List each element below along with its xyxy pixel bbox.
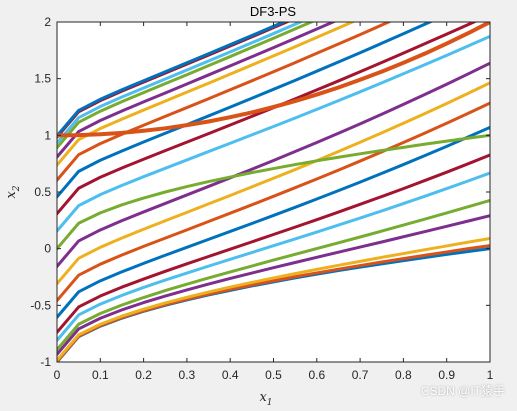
x-tick-label: 0 — [54, 368, 61, 382]
series-line-9 — [57, 101, 490, 303]
x-axis-ticks: 0 0.1 0.2 0.3 0.4 0.5 0.6 0.7 0.8 0.9 1 — [54, 22, 494, 382]
y-tick-label: 0.5 — [34, 185, 51, 199]
x-tick-label: 0.2 — [135, 368, 152, 382]
x-axis-label-main: x — [259, 390, 267, 405]
series-line-8 — [57, 125, 490, 319]
x-tick-label: 0.1 — [92, 368, 109, 382]
x-tick-label: 0.5 — [265, 368, 282, 382]
y-tick-label: -0.5 — [30, 298, 51, 312]
series-line-19 — [57, 22, 316, 150]
plot-area — [57, 22, 490, 362]
series-line-22 — [57, 22, 288, 138]
series-line-7 — [57, 153, 490, 334]
y-axis-label-main: x — [4, 191, 19, 199]
y-tick-label: 1.5 — [34, 72, 51, 86]
y-axis-label-sub: 2 — [12, 185, 22, 192]
watermark-text: CSDN @IT猿手 — [420, 384, 505, 398]
x-tick-label: 0.9 — [438, 368, 455, 382]
y-axis-label: x2 — [4, 185, 22, 198]
series-line-15 — [57, 22, 434, 199]
x-tick-label: 0.8 — [395, 368, 412, 382]
y-tick-label: 1 — [44, 128, 51, 142]
series-line-13 — [57, 34, 490, 233]
series-line-6 — [57, 171, 490, 342]
y-tick-label: 0 — [44, 242, 51, 256]
y-tick-label: 2 — [44, 15, 51, 29]
y-tick-label: -1 — [40, 355, 51, 369]
y-axis-ticks: -1 -0.5 0 0.5 1 1.5 2 — [30, 15, 490, 369]
series-line-17 — [57, 22, 357, 167]
x-axis-label: x1 — [259, 390, 272, 408]
series-line-10 — [57, 81, 490, 286]
x-tick-label: 0.3 — [179, 368, 196, 382]
series-line-4 — [57, 214, 490, 356]
x-tick-label: 0.6 — [308, 368, 325, 382]
chart-title: DF3-PS — [250, 4, 297, 19]
series-line-5 — [57, 198, 490, 352]
series-line-12 — [57, 133, 490, 251]
x-tick-label: 0.7 — [352, 368, 369, 382]
series-line-23 — [57, 22, 490, 138]
x-tick-label: 0.4 — [222, 368, 239, 382]
series-layer — [57, 22, 490, 362]
series-line-18 — [57, 22, 337, 159]
x-axis-label-sub: 1 — [267, 398, 273, 408]
x-tick-label: 1 — [487, 368, 494, 382]
series-line-3 — [57, 236, 490, 362]
series-line-20 — [57, 22, 305, 145]
series-line-11 — [57, 61, 490, 268]
